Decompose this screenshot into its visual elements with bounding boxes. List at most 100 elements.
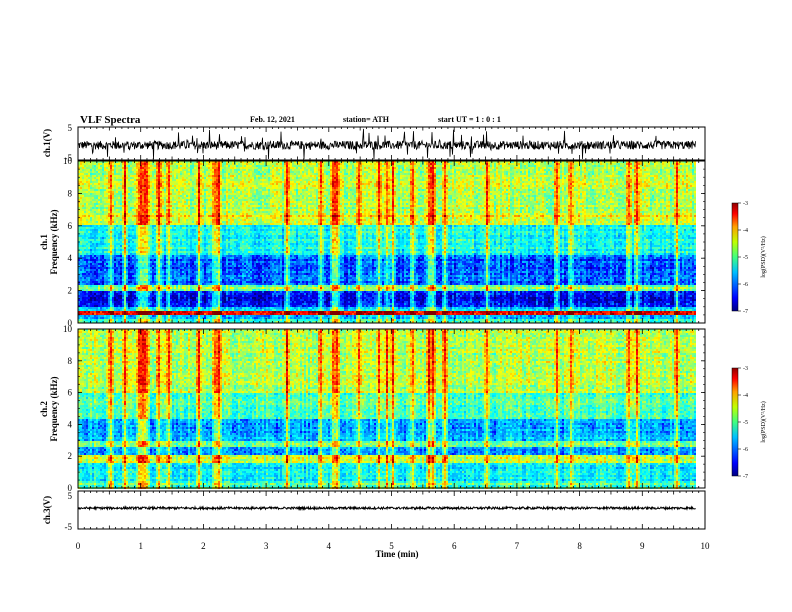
spectrogram-cell [398,173,400,175]
spectrogram-cell [202,167,204,169]
spectrogram-cell [418,165,420,167]
spectrogram-cell [488,169,490,171]
spectrogram-cell [662,173,664,175]
spectrogram-cell [346,173,348,175]
spectrogram-cell [448,167,450,169]
spectrogram-cell [526,165,528,167]
spectrogram-cell [370,163,372,165]
spectrogram-cell [318,163,320,165]
spectrogram-cell [656,169,658,171]
spectrogram-cell [166,175,168,177]
spectrogram-cell [510,167,512,169]
spectrogram-cell [226,173,228,175]
spectrogram-cell [470,165,472,167]
spectrogram-cell [568,175,570,177]
spectrogram-cell [314,167,316,169]
spectrogram-cell [212,175,214,177]
spectrogram-cell [458,169,460,171]
spectrogram-cell [512,165,514,167]
spectrogram-cell [318,167,320,169]
spectrogram-cell [466,169,468,171]
spectrogram-cell [640,171,642,173]
spectrogram-cell [416,173,418,175]
spectrogram-cell [176,173,178,175]
spectrogram-cell [266,167,268,169]
spectrogram-cell [602,173,604,175]
spectrogram-cell [308,175,310,177]
spectrogram-cell [366,163,368,165]
spectrogram-cell [364,169,366,171]
spectrogram-cell [462,167,464,169]
spectrogram-cell [150,163,152,165]
spectrogram-cell [558,175,560,177]
spectrogram-cell [610,171,612,173]
spectrogram-cell [620,173,622,175]
spectrogram-cell [536,169,538,171]
spectrogram-cell [152,173,154,175]
spectrogram-cell [676,175,678,177]
spectrogram-cell [316,165,318,167]
spectrogram-cell [692,165,694,167]
spectrogram-cell [288,165,290,167]
spectrogram-cell [368,169,370,171]
spectrogram-cell [116,163,118,165]
spectrogram-cell [574,163,576,165]
spectrogram-cell [206,175,208,177]
spectrogram-cell [682,175,684,177]
spectrogram-cell [464,171,466,173]
spectrogram-cell [206,163,208,165]
spectrogram-cell [464,175,466,177]
spectrogram-cell [296,171,298,173]
spectrogram-cell [532,171,534,173]
spectrogram-cell [252,173,254,175]
spectrogram-cell [306,163,308,165]
spectrogram-cell [332,175,334,177]
spectrogram-cell [618,175,620,177]
spectrogram-cell [218,165,220,167]
spectrogram-cell [510,175,512,177]
spectrogram-cell [158,175,160,177]
spectrogram-cell [368,163,370,165]
spectrogram-cell [480,163,482,165]
spectrogram-cell [472,165,474,167]
spectrogram-cell [186,169,188,171]
spectrogram-cell [282,171,284,173]
spectrogram-cell [638,173,640,175]
spectrogram-cell [660,167,662,169]
spectrogram-cell [462,175,464,177]
spectrogram-cell [342,171,344,173]
spectrogram-cell [152,171,154,173]
spectrogram-cell [510,169,512,171]
spectrogram-cell [226,165,228,167]
spectrogram-cell [582,167,584,169]
spectrogram-cell [290,167,292,169]
spectrogram-cell [506,169,508,171]
spectrogram-cell [160,175,162,177]
spectrogram-cell [488,165,490,167]
spectrogram-cell [218,169,220,171]
spectrogram-cell [104,173,106,175]
spectrogram-cell [358,165,360,167]
spectrogram-cell [170,173,172,175]
spectrogram-cell [230,173,232,175]
spectrogram-cell [340,175,342,177]
spectrogram-cell [186,165,188,167]
spectrogram-cell [496,163,498,165]
spectrogram-cell [332,171,334,173]
spectrogram-cell [362,173,364,175]
spectrogram-cell [274,165,276,167]
spectrogram-cell [84,169,86,171]
spectrogram-cell [296,173,298,175]
spectrogram-cell [260,169,262,171]
spectrogram-cell [340,169,342,171]
spectrogram-cell [552,167,554,169]
spectrogram-cell [252,169,254,171]
spectrogram-cell [456,175,458,177]
spectrogram-cell [84,175,86,177]
spectrogram-cell [652,175,654,177]
spectrogram-cell [164,175,166,177]
spectrogram-cell [80,171,82,173]
spectrogram-cell [106,167,108,169]
spectrogram-cell [564,175,566,177]
spectrogram-cell [582,163,584,165]
